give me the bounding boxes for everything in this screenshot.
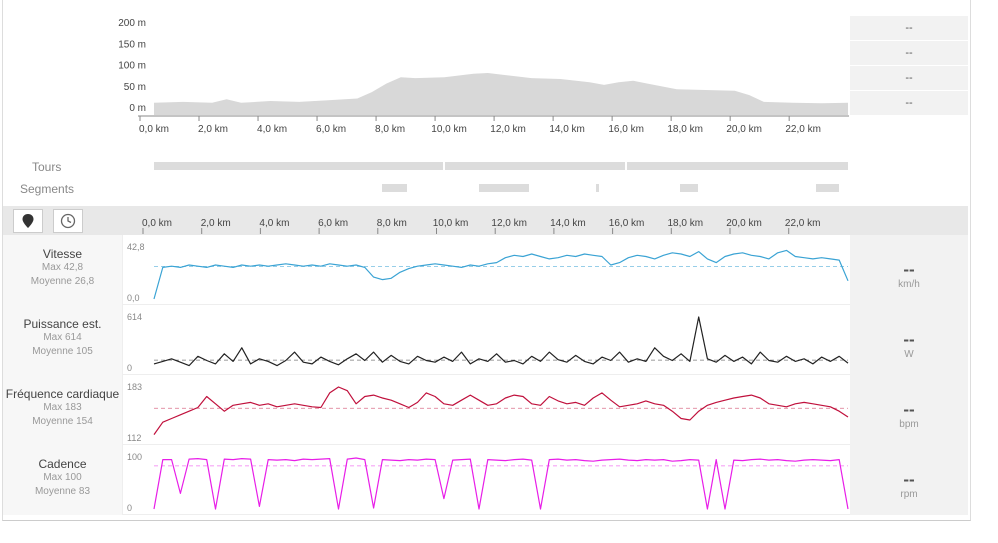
metric-axis-min-label: 0 (127, 503, 132, 513)
summary-value: -- (850, 41, 968, 66)
metric-series-line (153, 249, 849, 300)
metric-max: Max 614 (43, 332, 82, 343)
segments-label: Segments (20, 182, 75, 196)
lap-bar[interactable] (154, 162, 443, 170)
elevation-x-tick-label: 20,0 km (726, 124, 762, 135)
metric-axis-max-label: 183 (127, 382, 142, 392)
metric-current-value: -- (903, 260, 915, 279)
metric-current-value: -- (903, 330, 915, 349)
metric-label-block: Vitesse Max 42,8 Moyenne 26,8 (3, 235, 122, 305)
distance-axis-label: 18,0 km (668, 218, 704, 229)
metric-chart[interactable]: 100 0 (122, 445, 850, 515)
metric-max: Max 42,8 (41, 262, 84, 273)
metric-average: Moyenne 26,8 (30, 276, 95, 287)
metric-title: Cadence (38, 457, 87, 471)
distance-axis: 0,0 km 2,0 km 4,0 km 6,0 km 8,0 km 10,0 km 12,… (142, 218, 821, 234)
segment-bar[interactable] (479, 184, 529, 192)
summary-value: -- (850, 66, 968, 91)
metric-series-line (153, 457, 849, 510)
elevation-x-tick-label: 8,0 km (375, 124, 405, 135)
metric-title: Vitesse (42, 247, 83, 261)
distance-axis-label: 4,0 km (259, 218, 289, 229)
segment-bar[interactable] (816, 184, 839, 192)
metric-current-value: -- (903, 400, 915, 419)
metric-chart[interactable]: 614 0 (122, 305, 850, 375)
metric-unit: km/h (898, 279, 920, 290)
elevation-area (154, 73, 848, 115)
metric-unit: bpm (899, 419, 919, 430)
distance-axis-label: 12,0 km (491, 218, 527, 229)
distance-axis-label: 2,0 km (201, 218, 231, 229)
metric-axis-max-label: 42,8 (127, 242, 145, 252)
distance-axis-label: 22,0 km (785, 218, 821, 229)
elevation-x-tick-label: 16,0 km (608, 124, 644, 135)
elevation-x-tick-label: 0,0 km (139, 124, 169, 135)
metric-current-block: -- bpm (850, 375, 968, 445)
distance-axis-label: 6,0 km (318, 218, 348, 229)
distance-axis-label: 10,0 km (433, 218, 469, 229)
metric-average: Moyenne 83 (34, 486, 91, 497)
segment-bar[interactable] (596, 184, 599, 192)
metric-max: Max 183 (43, 402, 82, 413)
clock-icon (60, 213, 76, 229)
metric-title: Puissance est. (23, 317, 102, 331)
distance-axis-label: 14,0 km (550, 218, 586, 229)
distance-mode-button[interactable] (13, 209, 43, 233)
metric-current-block: -- W (850, 305, 968, 375)
distance-axis-label: 16,0 km (609, 218, 645, 229)
summary-panel: -- -- -- -- (850, 16, 968, 116)
metric-current-block: -- km/h (850, 235, 968, 305)
elevation-y-tick-label: 200 m (118, 18, 146, 29)
elevation-x-tick-label: 14,0 km (549, 124, 585, 135)
summary-value: -- (850, 91, 968, 116)
metric-average: Moyenne 154 (32, 416, 93, 427)
laps-segments-track (154, 162, 848, 192)
time-mode-button[interactable] (53, 209, 83, 233)
elevation-y-tick-label: 50 m (124, 82, 146, 93)
chart-toolbar: 0,0 km 2,0 km 4,0 km 6,0 km 8,0 km 10,0 km 12,… (3, 206, 968, 235)
metric-axis-min-label: 0,0 (127, 293, 140, 303)
metric-current-block: -- rpm (850, 445, 968, 515)
metric-current-value: -- (903, 470, 915, 489)
elevation-x-tick-label: 10,0 km (431, 124, 467, 135)
segment-bar[interactable] (680, 184, 698, 192)
metric-chart[interactable]: 42,8 0,0 (122, 235, 850, 305)
elevation-x-tick-label: 6,0 km (316, 124, 346, 135)
segment-bar[interactable] (382, 184, 407, 192)
metric-max: Max 100 (43, 472, 82, 483)
laps-label: Tours (32, 160, 62, 174)
elevation-y-tick-label: 100 m (118, 61, 146, 72)
metric-label-block: Fréquence cardiaque Max 183 Moyenne 154 (3, 375, 122, 445)
distance-axis-label: 0,0 km (142, 218, 172, 229)
elevation-x-tick-label: 22,0 km (785, 124, 821, 135)
metric-axis-min-label: 0 (127, 363, 132, 373)
elevation-y-tick-label: 0 m (129, 103, 146, 114)
metric-series-line (153, 386, 849, 435)
elevation-x-tick-label: 12,0 km (490, 124, 526, 135)
lap-bar[interactable] (627, 162, 848, 170)
metric-label-block: Puissance est. Max 614 Moyenne 105 (3, 305, 122, 375)
distance-axis-label: 8,0 km (377, 218, 407, 229)
elevation-x-tick-label: 18,0 km (667, 124, 703, 135)
metric-series-line (153, 316, 849, 367)
metric-title: Fréquence cardiaque (5, 387, 120, 401)
metric-unit: W (904, 349, 914, 360)
metric-axis-max-label: 614 (127, 312, 142, 322)
metric-label-block: Cadence Max 100 Moyenne 83 (3, 445, 122, 515)
elevation-x-tick-label: 4,0 km (257, 124, 287, 135)
metric-axis-max-label: 100 (127, 452, 142, 462)
distance-axis-label: 20,0 km (726, 218, 762, 229)
metric-chart[interactable]: 183 112 (122, 375, 850, 445)
elevation-chart[interactable]: 200 m 150 m 100 m 50 m 0 m 0,0 km 2,0 km 4,0 km… (0, 0, 850, 140)
map-pin-icon (22, 214, 34, 228)
metric-axis-min-label: 112 (127, 433, 141, 443)
summary-value: -- (850, 16, 968, 41)
elevation-y-tick-label: 150 m (118, 39, 146, 50)
lap-bar[interactable] (445, 162, 625, 170)
metric-unit: rpm (900, 489, 918, 500)
elevation-x-tick-label: 2,0 km (198, 124, 228, 135)
metric-average: Moyenne 105 (32, 346, 93, 357)
